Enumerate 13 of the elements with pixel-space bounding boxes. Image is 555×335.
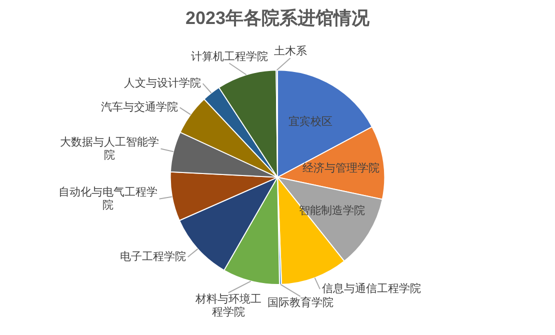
slice-label: 信息与通信工程学院 bbox=[322, 282, 421, 296]
slice-label: 大数据与人工智能学院 bbox=[60, 135, 159, 162]
slice-label: 经济与管理学院 bbox=[302, 161, 380, 174]
slice-label: 宜宾校区 bbox=[288, 115, 333, 128]
slice-label: 材料与环境工程学院 bbox=[194, 292, 262, 318]
slice-label: 国际教育学院 bbox=[267, 296, 334, 309]
slice-label: 汽车与交通学院 bbox=[100, 100, 178, 114]
slice-label: 人文与设计学院 bbox=[124, 76, 201, 90]
slice-label: 电子工程学院 bbox=[120, 250, 186, 263]
slice-label: 自动化与电气工程学院 bbox=[58, 185, 158, 212]
slice-label: 计算机工程学院 bbox=[190, 50, 268, 63]
slice-label: 土木系 bbox=[274, 44, 307, 58]
chart-title: 2023年各院系进馆情况 bbox=[185, 8, 371, 28]
